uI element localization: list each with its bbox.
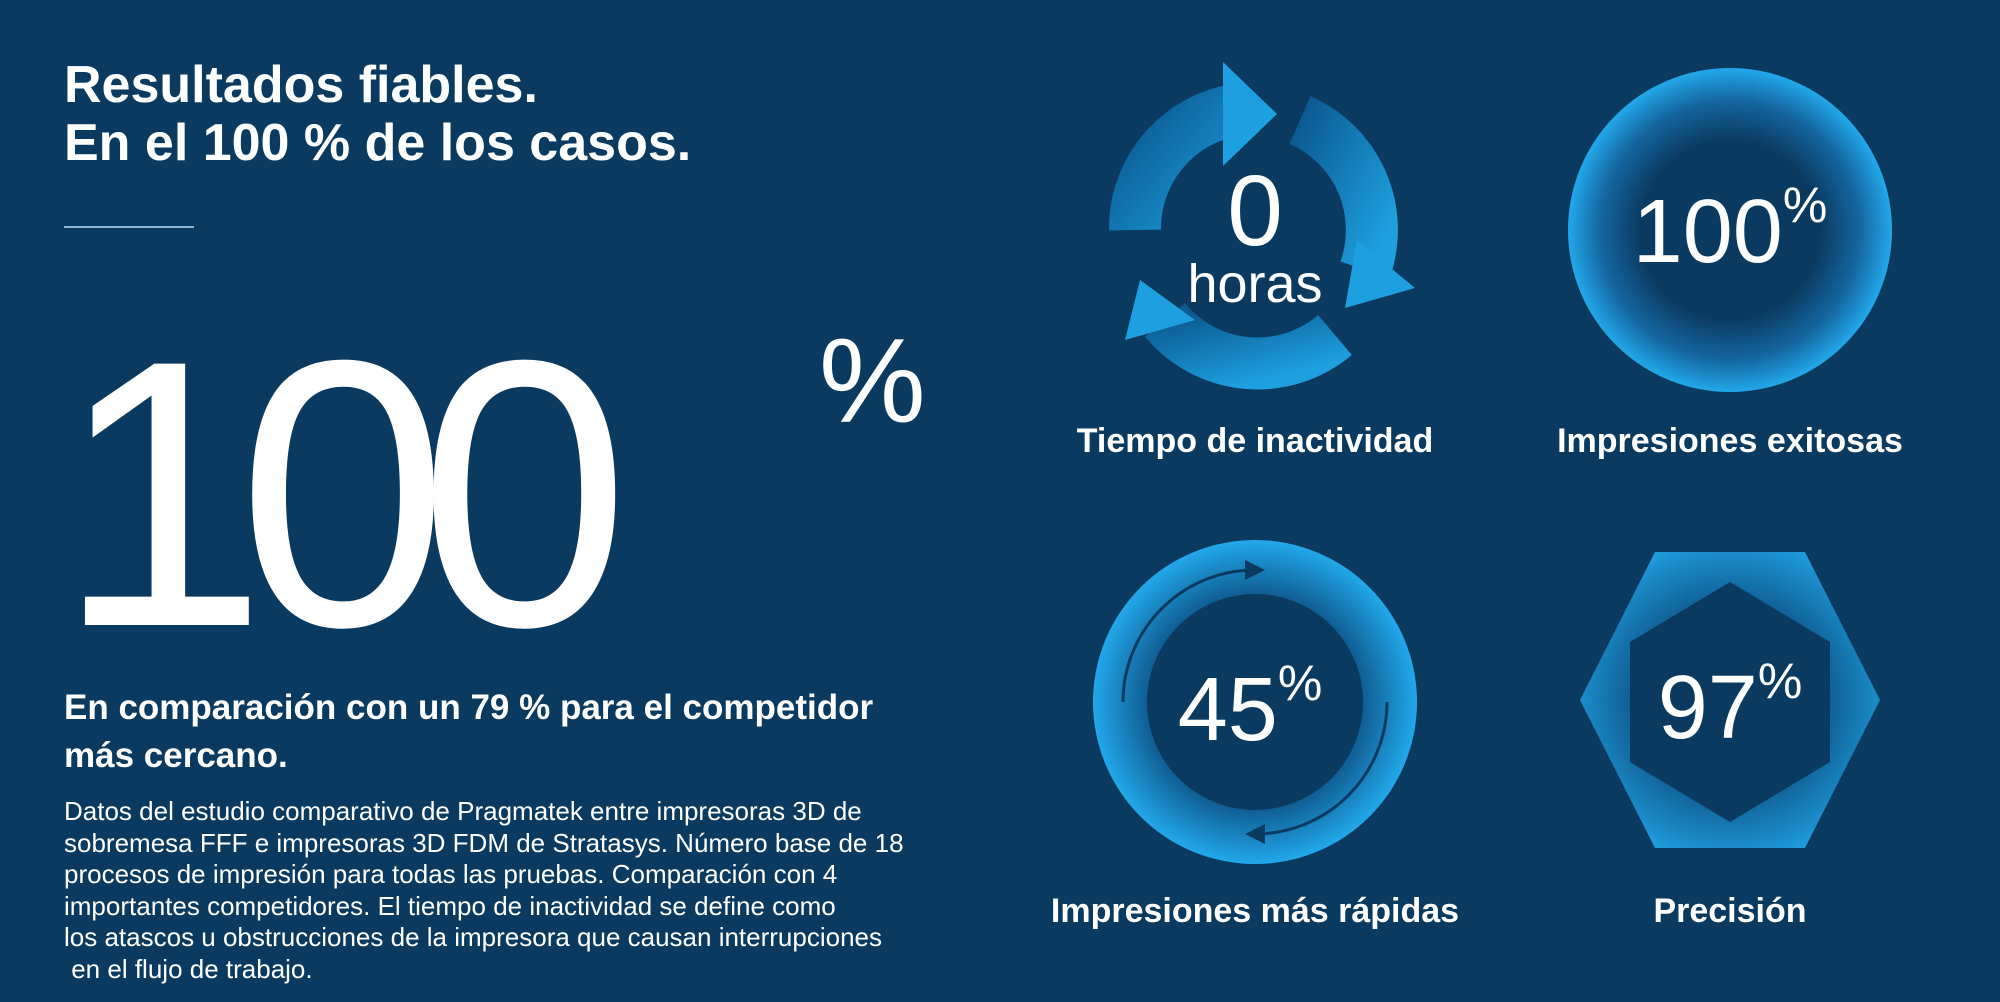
- speed-ring-icon: 45%: [1093, 540, 1417, 864]
- downtime-value: 0: [1227, 155, 1283, 267]
- footnote-line: sobremesa FFF e impresoras 3D FDM de Str…: [64, 827, 904, 858]
- stat-label-downtime: Tiempo de inactividad: [1076, 422, 1434, 460]
- stat-faster: 45% Impresiones más rápidas: [1045, 510, 1465, 930]
- precision-unit: %: [1758, 653, 1802, 709]
- footnote-line: en el flujo de trabajo.: [64, 953, 313, 984]
- footnote-line: procesos de impresión para todas las pru…: [64, 859, 838, 889]
- precision-number: 97: [1658, 658, 1758, 758]
- hexagon-icon: 97%: [1580, 552, 1880, 848]
- stat-precision: 97% Precisión: [1520, 510, 1940, 930]
- hero-100-percent: 100 %: [64, 300, 926, 660]
- stat-success: 100% Impresiones exitosas: [1520, 40, 1940, 460]
- stat-label-success: Impresiones exitosas: [1557, 422, 1903, 460]
- glow-circle-icon: 100%: [1568, 68, 1892, 392]
- headline-line-1: Resultados fiables.: [64, 56, 538, 114]
- comparison-line-2: más cercano.: [64, 736, 288, 775]
- stat-label-precision: Precisión: [1653, 892, 1807, 930]
- footnote: Datos del estudio comparativo de Pragmat…: [64, 796, 904, 985]
- success-unit: %: [1783, 177, 1827, 233]
- footnote-line: Datos del estudio comparativo de Pragmat…: [64, 796, 862, 826]
- footnote-line: importantes competidores. El tiempo de i…: [64, 890, 836, 921]
- success-number: 100: [1633, 182, 1783, 282]
- stat-downtime: 0 horas Tiempo de inactividad: [1045, 40, 1465, 460]
- divider: [64, 226, 194, 228]
- footnote-line: los atascos u obstrucciones de la impres…: [64, 922, 883, 952]
- headline: Resultados fiables. En el 100 % de los c…: [64, 56, 691, 172]
- hero-percent: %: [819, 314, 926, 448]
- faster-unit: %: [1278, 655, 1322, 711]
- faster-value: 45%: [1178, 655, 1323, 760]
- success-value: 100%: [1633, 177, 1828, 282]
- downtime-unit: horas: [1187, 254, 1322, 314]
- refresh-cycle-icon: 0 horas: [1109, 62, 1415, 390]
- faster-number: 45: [1178, 660, 1278, 760]
- hero-number: 100: [64, 300, 621, 660]
- comparison-line-1: En comparación con un 79 % para el compe…: [64, 688, 874, 727]
- precision-value: 97%: [1658, 653, 1803, 758]
- headline-line-2: En el 100 % de los casos.: [64, 114, 692, 172]
- stat-label-faster: Impresiones más rápidas: [1050, 892, 1460, 930]
- comparison-text: En comparación con un 79 % para el compe…: [64, 684, 873, 780]
